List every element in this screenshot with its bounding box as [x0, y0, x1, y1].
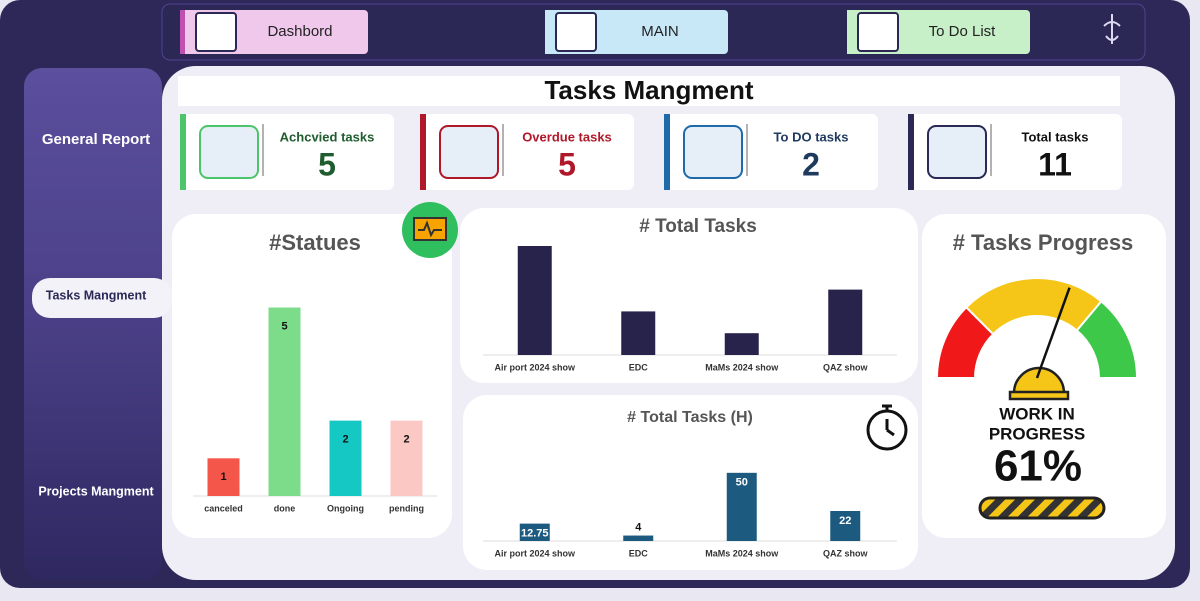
data-label: 1 — [220, 471, 226, 483]
gauge-band — [1075, 299, 1139, 379]
sidebar-item[interactable]: General Report — [42, 131, 150, 148]
nav-accent — [540, 10, 545, 54]
stopwatch-icon — [866, 404, 908, 451]
category-label: EDC — [629, 548, 649, 558]
charts-group: #Statues canceled 1 done 5 Ongoing 2 pending 2 # … — [193, 216, 1139, 558]
sidebar-active — [32, 278, 172, 318]
category-label: canceled — [204, 503, 243, 513]
title-strip — [178, 76, 1120, 106]
nav-icon — [857, 12, 899, 52]
kpi-value: 5 — [558, 146, 576, 182]
data-label: 4 — [635, 521, 642, 533]
gauge-caption: PROGRESS — [989, 424, 1085, 443]
sidebar — [24, 68, 162, 580]
kpi-accent — [908, 114, 914, 190]
gauge-needle — [1035, 287, 1071, 379]
data-label: 50 — [736, 477, 748, 489]
card — [463, 395, 918, 570]
nav-label[interactable]: Dashbord — [267, 23, 332, 40]
kpi-label: Overdue tasks — [522, 129, 612, 144]
card — [172, 214, 452, 538]
bar — [724, 333, 759, 355]
data-label: 2 — [342, 434, 348, 446]
bar — [828, 289, 863, 355]
data-label: 22 — [839, 515, 851, 527]
kpi-value: 11 — [1038, 146, 1072, 182]
category-label: Air port 2024 show — [494, 362, 576, 372]
category-label: pending — [389, 503, 424, 513]
chart-title: # Total Tasks (H) — [627, 409, 753, 426]
category-label: done — [274, 503, 296, 513]
bar — [390, 420, 423, 496]
data-label: 2 — [403, 434, 409, 446]
category-label: MaMs 2024 show — [705, 548, 779, 558]
nav-label[interactable]: MAIN — [641, 23, 679, 40]
category-label: QAZ show — [823, 362, 868, 372]
bar — [623, 535, 654, 541]
category-label: Ongoing — [327, 503, 364, 513]
nav-icon — [195, 12, 237, 52]
page-title: Tasks Mangment — [544, 75, 753, 105]
kpi-icon — [199, 125, 259, 179]
kpi-icon — [683, 125, 743, 179]
bar — [830, 511, 861, 541]
bar — [268, 307, 301, 496]
kpi-accent — [664, 114, 670, 190]
data-label: 5 — [281, 320, 287, 332]
kpi-label: Achcvied tasks — [280, 129, 375, 144]
bar — [517, 246, 552, 355]
nav-icon — [555, 12, 597, 52]
bar — [329, 420, 362, 496]
kpi-icon — [927, 125, 987, 179]
bar — [207, 458, 240, 496]
chart-title: # Total Tasks — [639, 216, 757, 237]
kpi-group: Achcvied tasks 5 Overdue tasks 5 To DO tasks… — [180, 114, 1122, 190]
kpi-label: Total tasks — [1022, 129, 1089, 144]
bar — [519, 523, 550, 541]
category-label: EDC — [629, 362, 649, 372]
nav-label[interactable]: To Do List — [929, 23, 997, 40]
nav-accent — [180, 10, 185, 54]
sidebar-group: General Report Tasks Mangment Projects Man… — [32, 131, 172, 498]
gauge-caption: WORK IN — [999, 404, 1075, 423]
sidebar-item[interactable]: Tasks Mangment — [46, 288, 147, 302]
nav-accent — [842, 10, 847, 54]
logo — [1103, 14, 1121, 44]
progress-stripe — [978, 496, 1106, 520]
category-label: QAZ show — [823, 548, 868, 558]
kpi-value: 5 — [318, 146, 336, 182]
sidebar-item[interactable]: Projects Mangment — [38, 484, 154, 498]
category-label: Air port 2024 show — [494, 548, 576, 558]
nav-group: Dashbord MAIN To Do List — [180, 10, 1030, 54]
chart-title: # Tasks Progress — [953, 230, 1134, 255]
chart-title: #Statues — [269, 230, 361, 255]
kpi-icon — [439, 125, 499, 179]
kpi-label: To DO tasks — [774, 129, 849, 144]
category-label: MaMs 2024 show — [705, 362, 779, 372]
bar — [621, 311, 656, 355]
data-label: 12.75 — [521, 528, 549, 540]
monitor-icon — [402, 202, 458, 258]
kpi-value: 2 — [802, 146, 820, 182]
hardhat-icon — [1008, 366, 1070, 401]
bar — [726, 472, 757, 541]
kpi-accent — [420, 114, 426, 190]
card — [460, 208, 918, 383]
kpi-accent — [180, 114, 186, 190]
gauge-value: 61% — [994, 442, 1082, 491]
